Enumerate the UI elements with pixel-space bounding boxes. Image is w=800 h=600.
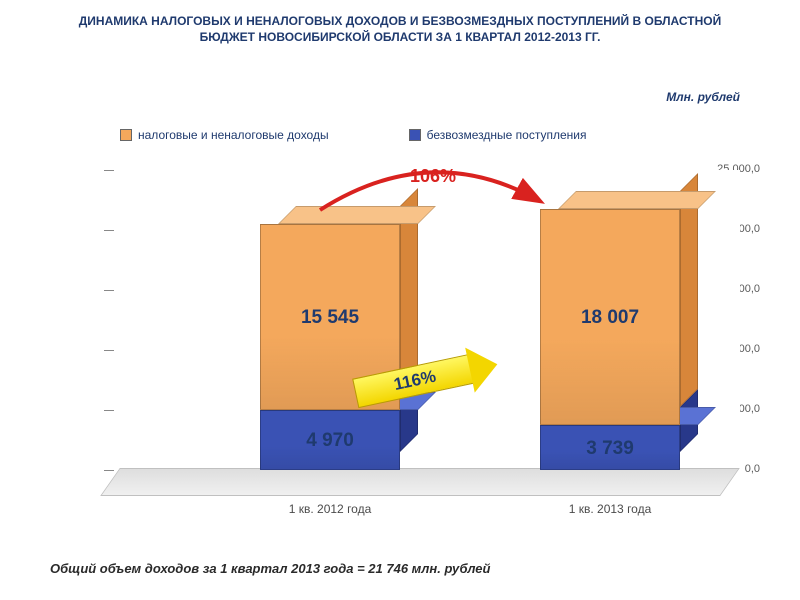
y-tick bbox=[104, 470, 114, 471]
chart-title: ДИНАМИКА НАЛОГОВЫХ И НЕНАЛОГОВЫХ ДОХОДОВ… bbox=[0, 0, 800, 49]
bar-value-orange: 18 007 bbox=[540, 307, 680, 329]
legend: налоговые и неналоговые доходы безвозмез… bbox=[120, 128, 587, 142]
y-tick bbox=[104, 230, 114, 231]
y-tick bbox=[104, 350, 114, 351]
footer-summary: Общий объем доходов за 1 квартал 2013 го… bbox=[50, 561, 490, 576]
bar-group: 18 007 3 739 bbox=[540, 170, 698, 470]
x-category-label: 1 кв. 2013 года bbox=[530, 502, 690, 516]
bar-value-blue: 4 970 bbox=[260, 430, 400, 452]
x-category-label: 1 кв. 2012 года bbox=[250, 502, 410, 516]
bar-value-blue: 3 739 bbox=[540, 438, 680, 460]
legend-label-blue: безвозмездные поступления bbox=[427, 128, 587, 142]
legend-label-orange: налоговые и неналоговые доходы bbox=[138, 128, 329, 142]
growth-arrow-total bbox=[300, 150, 560, 230]
legend-swatch-orange bbox=[120, 129, 132, 141]
plot-floor bbox=[100, 468, 740, 496]
chart-area: 0,05 000,010 000,015 000,020 000,025 000… bbox=[40, 160, 760, 520]
y-tick bbox=[104, 170, 114, 171]
legend-item-orange: налоговые и неналоговые доходы bbox=[120, 128, 329, 142]
growth-label-total: 106% bbox=[410, 166, 456, 187]
y-tick bbox=[104, 290, 114, 291]
y-tick bbox=[104, 410, 114, 411]
bar-value-orange: 15 545 bbox=[260, 307, 400, 329]
legend-swatch-blue bbox=[409, 129, 421, 141]
legend-item-blue: безвозмездные поступления bbox=[409, 128, 587, 142]
unit-label: Млн. рублей bbox=[666, 90, 740, 104]
